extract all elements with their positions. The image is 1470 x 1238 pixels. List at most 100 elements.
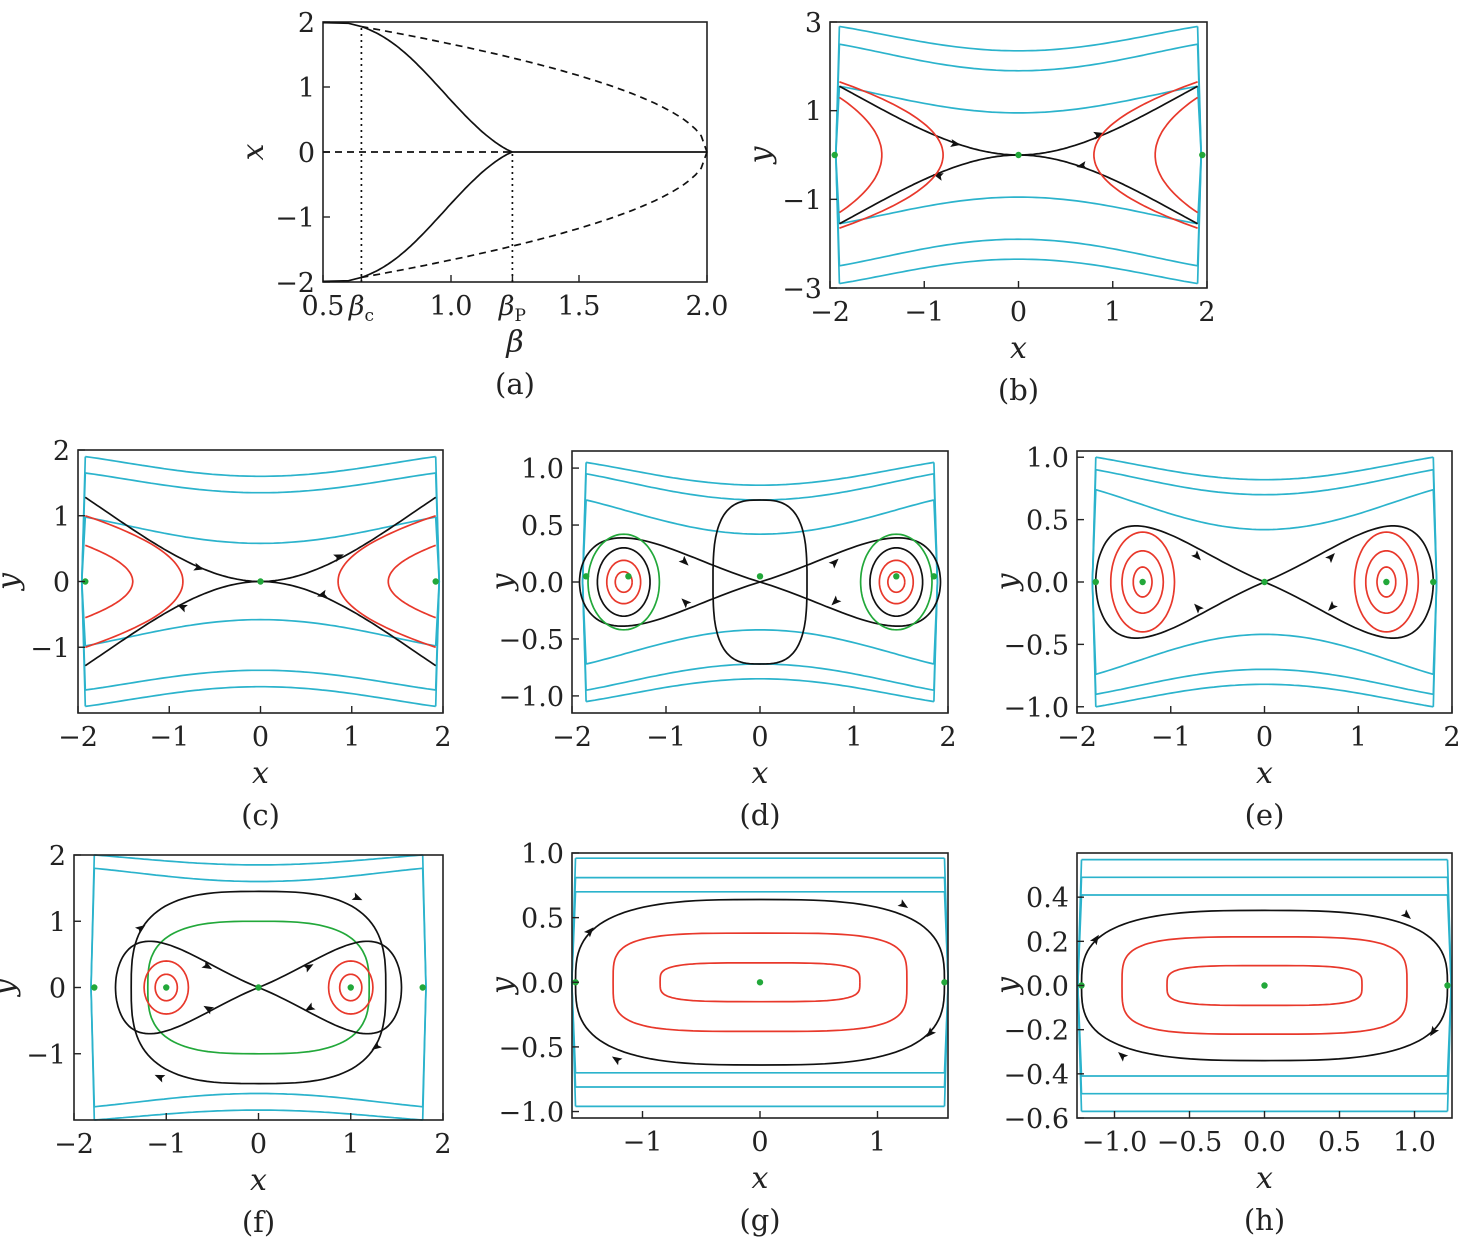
y-tick-label: 0.5 — [1026, 506, 1069, 537]
flow-arrow — [371, 1040, 382, 1051]
y-tick-label: 3 — [805, 8, 822, 39]
outer-orbit — [839, 25, 1198, 52]
x-axis-label: x — [252, 756, 269, 791]
outer-orbit — [1095, 456, 1434, 481]
outer-orbit — [85, 669, 436, 691]
separatrix — [260, 580, 437, 667]
outer-orbit — [585, 677, 935, 703]
x-tick-label: 1 — [845, 722, 862, 753]
separatrix — [84, 496, 261, 583]
flow-arrow — [1400, 909, 1411, 920]
flow-arrow — [193, 562, 205, 571]
y-tick-label: −1 — [26, 1040, 66, 1071]
flow-arrow — [135, 924, 146, 935]
inner-orbit — [338, 973, 363, 1002]
inner-orbit — [1166, 964, 1363, 1007]
fixed-point — [1261, 982, 1268, 989]
fixed-point — [257, 578, 264, 585]
x-tick-label: −2 — [810, 297, 850, 328]
flow-arrow — [302, 964, 314, 973]
inner-orbit — [84, 544, 134, 619]
outer-orbit — [1095, 488, 1434, 531]
x-tick-label: −2 — [1057, 722, 1097, 753]
x-tick-label: 1 — [343, 722, 360, 753]
y-tick-label: −2 — [275, 268, 315, 299]
flow-arrow — [154, 1074, 166, 1083]
flow-arrow — [950, 139, 961, 148]
fixed-point — [1261, 578, 1268, 586]
outer-orbit — [1095, 468, 1434, 496]
flow-arrow — [304, 1002, 316, 1011]
y-axis-label: x — [236, 143, 271, 160]
outer-orbit — [94, 867, 423, 883]
x-axis-label: x — [752, 756, 769, 791]
fixed-point — [91, 984, 98, 991]
fixed-point — [1383, 578, 1390, 586]
flow-arrow — [203, 1005, 215, 1015]
y-tick-label: 0 — [49, 974, 66, 1005]
outer-orbit — [85, 516, 436, 545]
outer-orbit — [1095, 633, 1434, 676]
flow-arrow — [201, 960, 213, 970]
panel-caption: (h) — [1244, 1203, 1285, 1237]
stable-branch-upper — [361, 25, 513, 153]
panel-caption: (e) — [1245, 798, 1285, 832]
fixed-point — [82, 578, 89, 585]
panel-e: −2 −1 0 1 2 1.0 0.5 0.0 −0.5 −1.0 x y (e) — [990, 443, 1461, 832]
inner-orbit — [605, 559, 642, 605]
fixed-point — [1092, 578, 1099, 586]
y-tick-label: 1 — [298, 73, 315, 104]
panel-g: −1 0 1 1.0 0.5 0.0 −0.5 −1.0 x y (g) — [485, 839, 950, 1237]
fixed-point — [756, 573, 764, 580]
y-tick-label: −0.5 — [498, 1033, 564, 1064]
y-tick-label: 2 — [53, 436, 70, 467]
y-tick-label: 1.0 — [1026, 443, 1069, 474]
panel-f: −2 −1 0 1 2 2 1 0 −1 x y (f) — [0, 841, 452, 1238]
outer-orbit-edge — [1432, 457, 1438, 707]
plot-frame — [571, 852, 949, 1119]
inner-orbit — [886, 570, 906, 594]
inner-orbit — [1364, 549, 1408, 615]
y-tick-label: −1 — [30, 633, 70, 664]
x-axis-label: x — [1256, 1161, 1273, 1196]
y-tick-label: 1 — [53, 502, 70, 533]
x-tick-label: −0.5 — [1157, 1127, 1223, 1158]
x-tick-label: 0 — [252, 722, 269, 753]
flow-arrow — [926, 1027, 937, 1038]
flow-arrow — [828, 558, 839, 569]
y-axis-label: y — [743, 145, 778, 165]
outer-orbit — [585, 663, 935, 692]
fixed-point — [582, 573, 590, 580]
unstable-branch-upper — [361, 25, 708, 153]
inner-orbit — [1353, 531, 1420, 633]
y-axis-label: y — [990, 976, 1025, 996]
y-tick-label: 1 — [49, 907, 66, 938]
fixed-point — [1199, 151, 1206, 159]
panel-caption: (d) — [739, 798, 780, 832]
x-tick-label: −1.0 — [1082, 1127, 1148, 1158]
panel-caption: (f) — [242, 1205, 275, 1238]
flow-arrow — [611, 1056, 623, 1066]
y-tick-label: −1 — [782, 185, 822, 216]
y-tick-label: −1.0 — [1003, 693, 1069, 724]
y-tick-label: 0.5 — [521, 511, 564, 542]
y-tick-label: 0 — [298, 138, 315, 169]
y-tick-label: 2 — [49, 841, 66, 872]
x-tick-label: 0.0 — [1243, 1127, 1286, 1158]
outer-orbit — [94, 1092, 423, 1108]
fixed-point — [1139, 578, 1146, 586]
y-tick-label: 1.0 — [521, 454, 564, 485]
inner-orbit — [614, 570, 634, 594]
x-tick-label: 2 — [939, 722, 956, 753]
inner-orbit — [838, 96, 883, 214]
x-axis-label: x — [250, 1163, 267, 1198]
flow-arrow — [583, 927, 594, 938]
outer-orbit-edge — [1446, 859, 1453, 1112]
separatrix-orbit — [130, 890, 387, 1085]
flow-arrow — [177, 604, 188, 613]
y-tick-label: 0 — [53, 568, 70, 599]
panel-h: −1.0 −0.5 0.0 0.5 1.0 0.4 0.2 0.0 −0.2 −0.4 −0.6 x y… — [990, 852, 1453, 1237]
panel-a: 0.5 βc 1.0 βP 1.5 2.0 2 1 0 −1 −2 β x (a) — [236, 8, 728, 401]
y-tick-label: 0.0 — [1026, 972, 1069, 1003]
x-tick-label: 2 — [1443, 722, 1460, 753]
